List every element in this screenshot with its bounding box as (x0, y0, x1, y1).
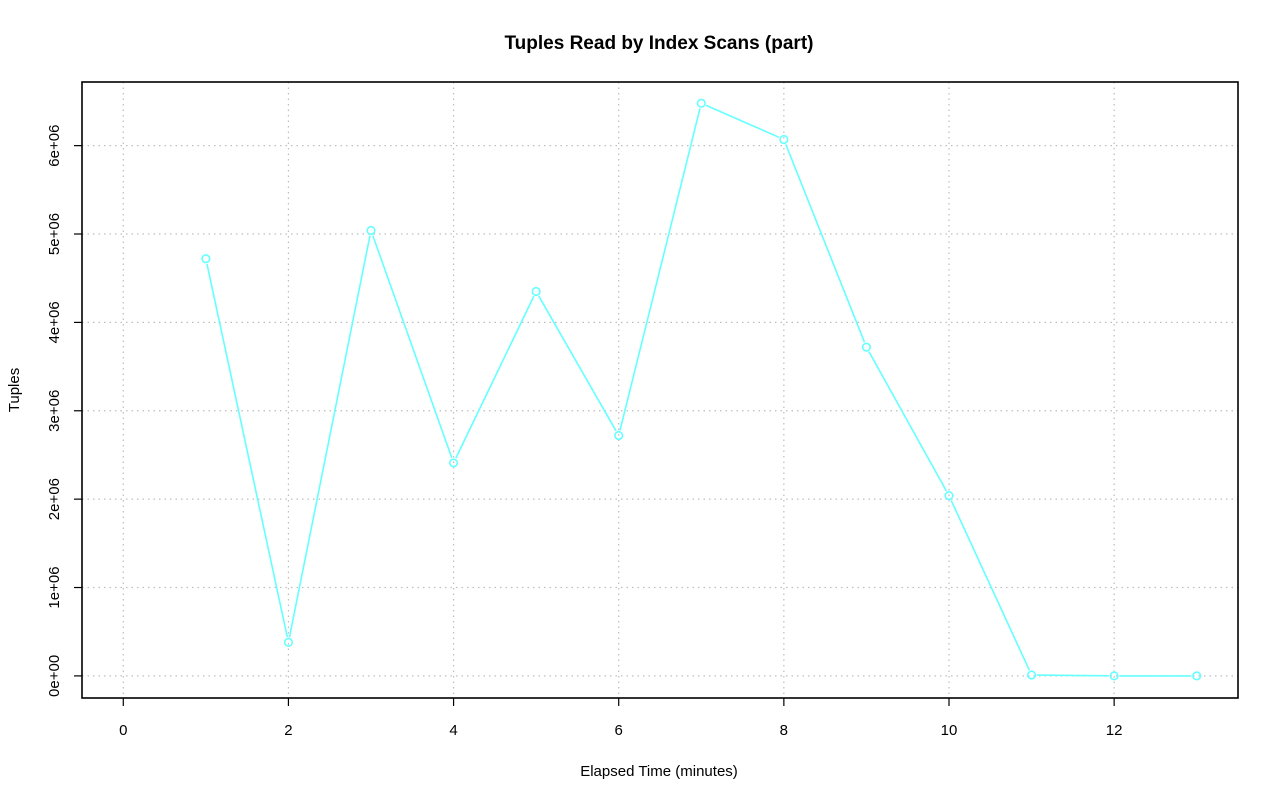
x-axis: 0 2 4 6 8 10 12 (119, 698, 1122, 739)
data-point (366, 225, 376, 236)
series-line-segment (288, 235, 371, 638)
y-tick-label: 3e+06 (46, 390, 63, 432)
x-tick-label: 2 (284, 722, 292, 739)
data-point (1026, 670, 1037, 680)
x-tick-label: 12 (1106, 722, 1123, 739)
x-tick-label: 0 (119, 722, 127, 739)
data-point (1109, 671, 1119, 681)
series-line-segment (372, 235, 453, 459)
data-point (696, 98, 706, 108)
y-axis: 0e+00 1e+06 2e+06 3e+06 4e+06 5e+06 6e+06 (46, 125, 82, 697)
y-tick-label: 4e+06 (46, 301, 63, 343)
chart-title: Tuples Read by Index Scans (part) (504, 33, 813, 54)
data-point (1192, 671, 1202, 681)
data-point (531, 286, 541, 297)
y-tick-label: 2e+06 (46, 478, 63, 520)
y-axis-label: Tuples (6, 368, 23, 412)
series-line-segment (538, 295, 617, 432)
x-tick-label: 4 (449, 722, 457, 739)
series-line-segment (785, 144, 866, 343)
x-tick-label: 6 (615, 722, 623, 739)
series-line-segment (1036, 674, 1109, 677)
series-line-segment (619, 108, 701, 431)
y-tick-label: 1e+06 (46, 566, 63, 608)
series-layer (201, 98, 1202, 681)
x-axis-label: Elapsed Time (minutes) (580, 763, 738, 780)
data-point (861, 342, 872, 352)
x-tick-label: 10 (941, 722, 958, 739)
y-tick-label: 0e+00 (46, 655, 63, 697)
data-point (448, 458, 459, 468)
grid (82, 82, 1238, 698)
series-line-segment (705, 104, 780, 139)
y-tick-label: 6e+06 (46, 125, 63, 167)
series-line-segment (950, 500, 1031, 671)
series-line-segment (455, 295, 535, 459)
series-line-segment (868, 351, 948, 492)
data-point (944, 491, 954, 501)
y-tick-label: 5e+06 (46, 213, 63, 255)
series-line-segment (206, 263, 289, 638)
x-tick-label: 8 (780, 722, 788, 739)
data-point (614, 430, 624, 441)
data-point (283, 637, 294, 647)
plot-frame (81, 81, 1239, 699)
data-point (779, 134, 789, 145)
data-point (201, 254, 211, 264)
